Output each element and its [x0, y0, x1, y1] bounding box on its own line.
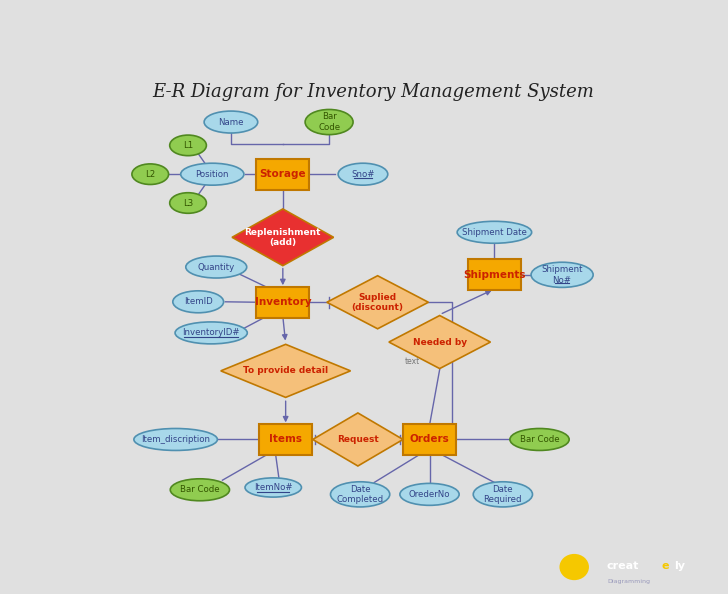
Ellipse shape: [175, 322, 248, 344]
Text: ItemNo#: ItemNo#: [254, 483, 293, 492]
Ellipse shape: [181, 163, 244, 185]
Text: Bar Code: Bar Code: [520, 435, 559, 444]
Ellipse shape: [473, 482, 532, 507]
Ellipse shape: [510, 428, 569, 450]
Text: Diagramming: Diagramming: [607, 580, 650, 584]
Ellipse shape: [305, 109, 353, 135]
Ellipse shape: [170, 135, 206, 156]
Text: Sno#: Sno#: [351, 170, 375, 179]
Text: Needed by: Needed by: [413, 337, 467, 346]
Ellipse shape: [204, 111, 258, 133]
Text: Shipment
No#: Shipment No#: [542, 265, 583, 285]
Text: Replenishment
(add): Replenishment (add): [245, 228, 321, 247]
FancyBboxPatch shape: [468, 259, 521, 290]
Polygon shape: [232, 209, 333, 266]
Ellipse shape: [245, 478, 301, 497]
FancyBboxPatch shape: [259, 424, 312, 455]
Polygon shape: [327, 276, 428, 329]
Ellipse shape: [173, 291, 223, 313]
Text: Items: Items: [269, 434, 302, 444]
Text: Inventory: Inventory: [255, 297, 311, 307]
Text: e: e: [661, 561, 668, 571]
FancyBboxPatch shape: [256, 159, 309, 189]
Text: InventoryID#: InventoryID#: [182, 328, 240, 337]
Ellipse shape: [134, 428, 218, 450]
Text: Shipment Date: Shipment Date: [462, 228, 527, 237]
Text: ly: ly: [674, 561, 685, 571]
FancyBboxPatch shape: [256, 287, 309, 318]
Text: ItemID: ItemID: [184, 298, 213, 307]
Text: Suplied
(discount): Suplied (discount): [352, 293, 403, 312]
Ellipse shape: [560, 554, 589, 580]
Ellipse shape: [170, 192, 206, 213]
Text: Orders: Orders: [410, 434, 449, 444]
Text: L3: L3: [183, 198, 193, 207]
Polygon shape: [313, 413, 403, 466]
Text: E-R Diagram for Inventory Management System: E-R Diagram for Inventory Management Sys…: [152, 83, 594, 101]
Text: Position: Position: [196, 170, 229, 179]
Text: text: text: [405, 357, 420, 366]
Text: Bar
Code: Bar Code: [318, 112, 340, 132]
Text: To provide detail: To provide detail: [243, 366, 328, 375]
Ellipse shape: [457, 222, 531, 244]
Ellipse shape: [186, 256, 247, 278]
Text: Date
Completed: Date Completed: [336, 485, 384, 504]
Polygon shape: [389, 315, 491, 368]
Text: Name: Name: [218, 118, 244, 127]
Ellipse shape: [338, 163, 388, 185]
Text: OrederNo: OrederNo: [408, 490, 451, 499]
Text: Item_discription: Item_discription: [141, 435, 210, 444]
Text: Quantity: Quantity: [197, 263, 235, 271]
Text: Storage: Storage: [259, 169, 306, 179]
Ellipse shape: [132, 164, 169, 185]
Text: Bar Code: Bar Code: [180, 485, 220, 494]
Text: Request: Request: [337, 435, 379, 444]
Ellipse shape: [331, 482, 389, 507]
Text: L1: L1: [183, 141, 193, 150]
FancyBboxPatch shape: [403, 424, 456, 455]
Ellipse shape: [531, 262, 593, 287]
Ellipse shape: [170, 479, 229, 501]
Polygon shape: [221, 345, 351, 397]
Text: Shipments: Shipments: [463, 270, 526, 280]
Ellipse shape: [400, 484, 459, 505]
Text: L2: L2: [145, 170, 155, 179]
Text: Date
Required: Date Required: [483, 485, 522, 504]
Text: creat: creat: [607, 561, 639, 571]
